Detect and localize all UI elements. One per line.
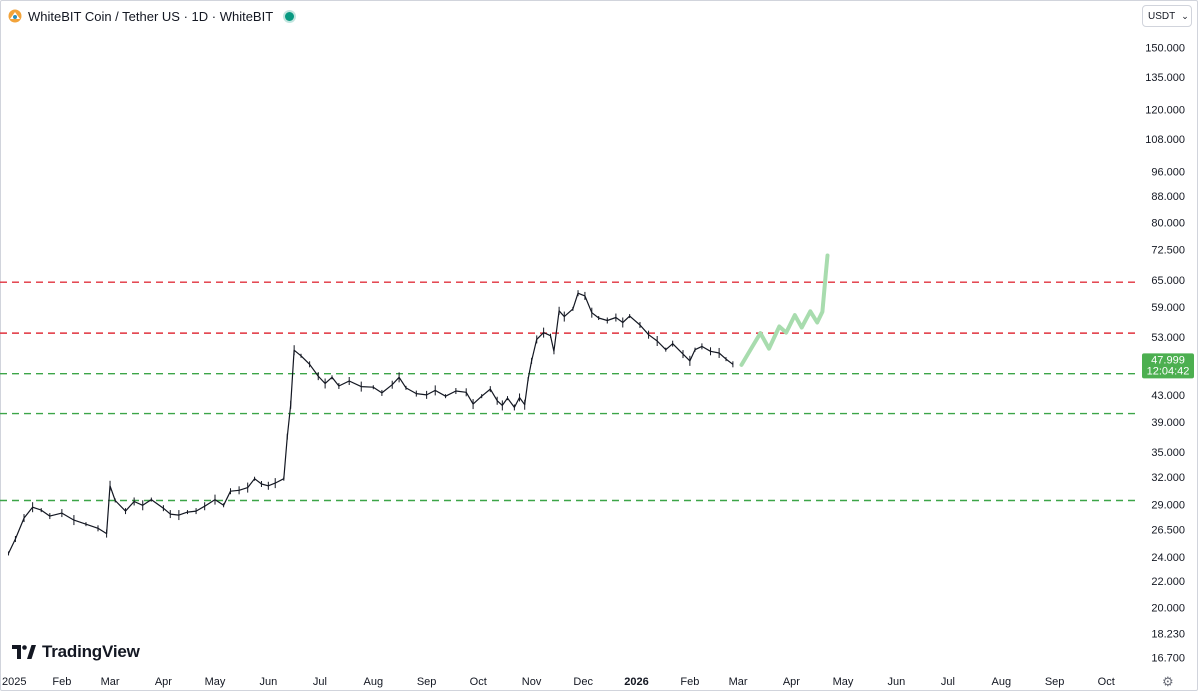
x-tick-label-21: Oct	[1098, 676, 1115, 688]
y-tick-label-20: 20.000	[1151, 603, 1185, 615]
x-tick-label-20: Sep	[1045, 676, 1065, 688]
y-tick-label-21: 18.230	[1151, 628, 1185, 640]
x-tick-label-8: Sep	[417, 676, 437, 688]
y-tick-label-0: 150.000	[1145, 43, 1185, 55]
y-tick-label-19: 22.000	[1151, 576, 1185, 588]
y-tick-label-4: 96.000	[1151, 167, 1185, 179]
y-tick-label-15: 32.000	[1151, 472, 1185, 484]
tradingview-logo: TradingView	[12, 642, 140, 662]
y-tick-label-5: 88.000	[1151, 191, 1185, 203]
tradingview-mark-icon	[12, 645, 36, 659]
y-tick-label-18: 24.000	[1151, 552, 1185, 564]
chart-header: WhiteBIT Coin / Tether US · 1D · WhiteBI…	[8, 7, 295, 25]
x-tick-label-5: Jun	[259, 676, 277, 688]
y-tick-label-14: 35.000	[1151, 447, 1185, 459]
y-tick-label-1: 135.000	[1145, 72, 1185, 84]
y-tick-label-2: 120.000	[1145, 105, 1185, 117]
last-price-value: 47.999	[1151, 354, 1185, 366]
x-tick-label-10: Nov	[522, 676, 542, 688]
x-tick-label-6: Jul	[313, 676, 327, 688]
y-tick-label-9: 59.000	[1151, 302, 1185, 314]
whitebit-logo-icon	[8, 9, 22, 23]
market-status-icon	[285, 11, 295, 21]
tradingview-wordmark: TradingView	[42, 642, 140, 661]
currency-label: USDT	[1148, 10, 1176, 22]
y-tick-label-6: 80.000	[1151, 217, 1185, 229]
x-tick-label-16: May	[833, 676, 854, 688]
y-tick-label-13: 39.000	[1151, 417, 1185, 429]
chevron-down-icon: ⌄	[1181, 10, 1189, 21]
x-tick-label-0: 2025	[2, 676, 26, 688]
y-tick-label-3: 108.000	[1145, 134, 1185, 146]
x-tick-label-3: Apr	[155, 676, 172, 688]
last-price-tag	[1142, 353, 1194, 379]
currency-selector[interactable]: USDT ⌄	[1142, 5, 1192, 27]
projection-path	[739, 253, 830, 367]
x-tick-label-2: Mar	[101, 676, 120, 688]
x-tick-label-14: Mar	[729, 676, 748, 688]
price-series-line	[7, 292, 734, 554]
chart-settings-icon[interactable]: ⚙	[1162, 674, 1174, 689]
x-tick-label-1: Feb	[52, 676, 71, 688]
y-tick-label-7: 72.500	[1151, 245, 1185, 257]
x-tick-label-15: Apr	[783, 676, 800, 688]
x-tick-label-18: Jul	[941, 676, 955, 688]
x-tick-label-4: May	[205, 676, 226, 688]
x-tick-label-12: 2026	[624, 676, 648, 688]
y-tick-label-12: 43.000	[1151, 390, 1185, 402]
y-tick-label-10: 53.000	[1151, 332, 1185, 344]
y-tick-label-16: 29.000	[1151, 499, 1185, 511]
x-tick-label-19: Aug	[992, 676, 1012, 688]
bar-countdown: 12:04:42	[1147, 365, 1190, 377]
x-tick-label-9: Oct	[470, 676, 487, 688]
x-tick-label-13: Feb	[680, 676, 699, 688]
y-tick-label-17: 26.500	[1151, 524, 1185, 536]
y-tick-label-22: 16.700	[1151, 653, 1185, 665]
symbol-title[interactable]: WhiteBIT Coin / Tether US · 1D · WhiteBI…	[28, 8, 274, 24]
x-tick-label-7: Aug	[364, 676, 384, 688]
x-tick-label-17: Jun	[887, 676, 905, 688]
y-tick-label-8: 65.000	[1151, 275, 1185, 287]
x-tick-label-11: Dec	[573, 676, 593, 688]
